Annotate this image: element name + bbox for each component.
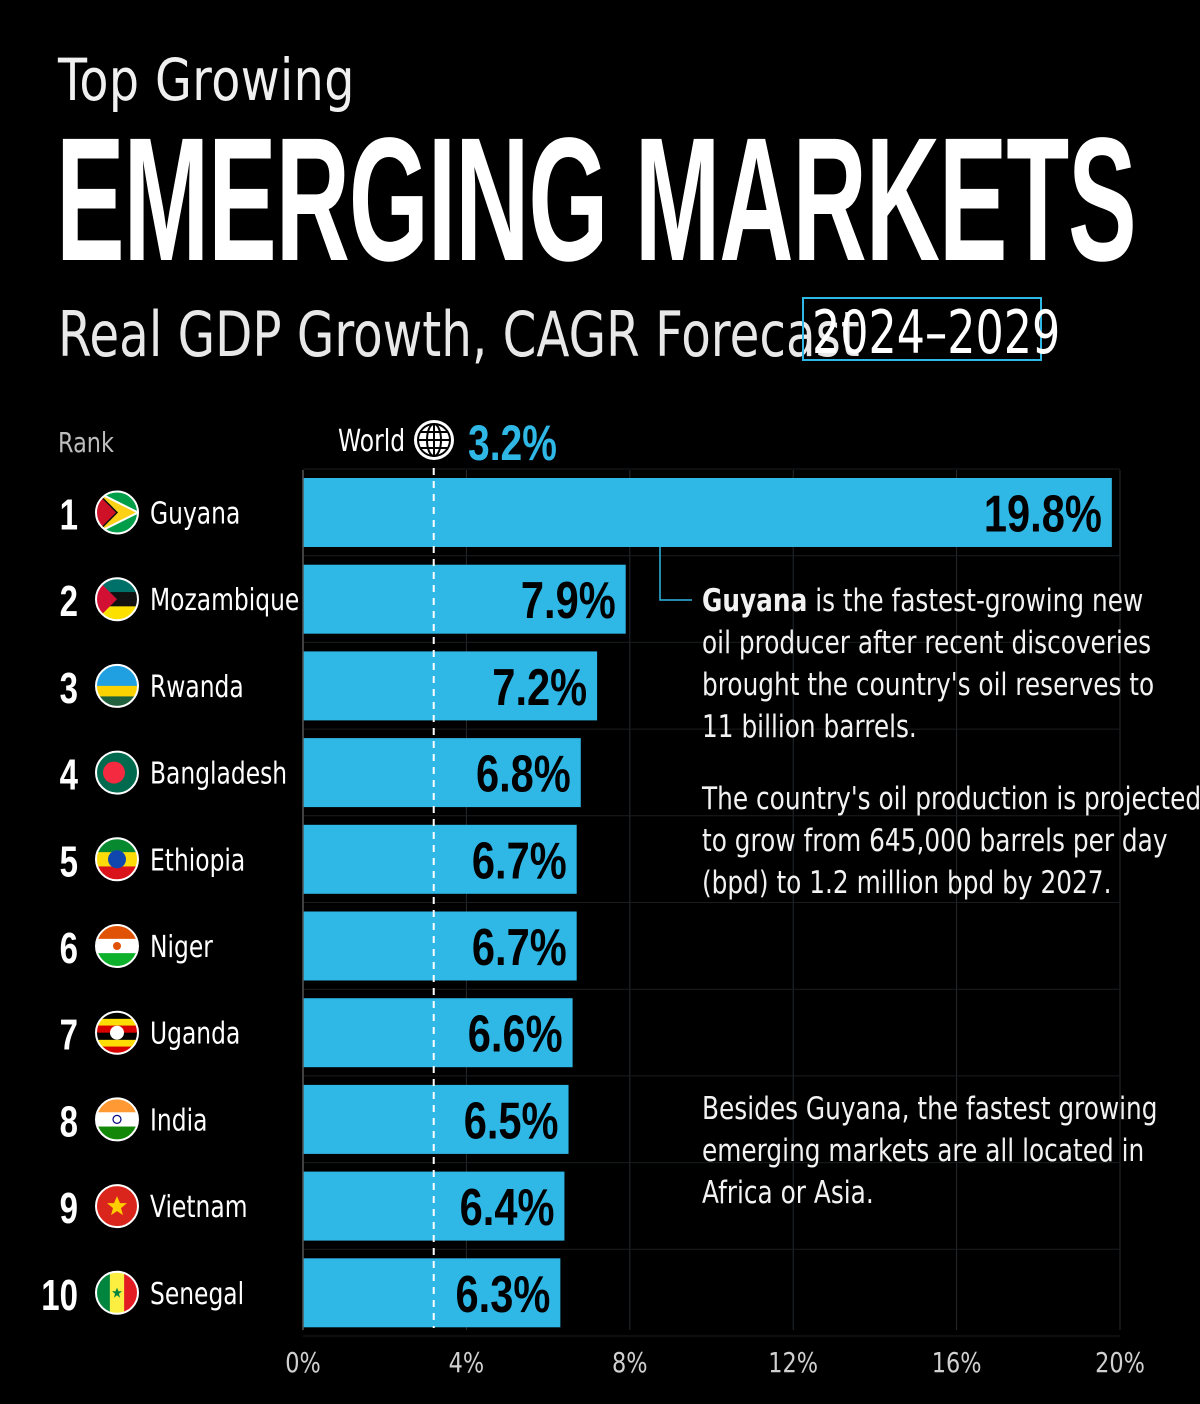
rank-number: 6: [60, 925, 78, 974]
note-text: (bpd) to 1.2 million bpd by 2027.: [702, 865, 1112, 901]
flag-border: [95, 577, 139, 622]
flag-border: [95, 663, 139, 708]
note-oil-production: The country's oil production is projecte…: [702, 778, 1200, 904]
note-bold: Guyana: [702, 583, 808, 619]
note-text: 11 billion barrels.: [702, 709, 917, 745]
country-label: Rwanda: [150, 670, 244, 705]
note-text: emerging markets are all located in: [702, 1133, 1145, 1169]
rank-number: 9: [60, 1185, 78, 1234]
x-tick-label: 0%: [285, 1345, 321, 1378]
country-label: India: [150, 1104, 207, 1139]
flag-border: [95, 924, 139, 968]
value-label: 7.9%: [521, 571, 616, 630]
year-box: [802, 297, 1042, 361]
value-label: 6.8%: [476, 744, 571, 803]
value-label: 19.8%: [984, 484, 1102, 543]
x-tick-label: 20%: [1095, 1345, 1145, 1378]
flag-border: [95, 1097, 139, 1142]
note-text: Besides Guyana, the fastest growing: [702, 1091, 1158, 1127]
flag-bangladesh-icon: [96, 751, 138, 794]
value-label: 6.7%: [472, 831, 567, 890]
country-label: Guyana: [150, 497, 240, 532]
rank-number: 8: [60, 1098, 78, 1147]
note-text: to grow from 645,000 barrels per day: [702, 823, 1168, 859]
country-label: Bangladesh: [150, 757, 287, 792]
country-label: Uganda: [150, 1017, 240, 1052]
rank-number: 4: [60, 751, 79, 800]
bar: [303, 1258, 561, 1328]
title-line-2: EMERGING MARKETS: [56, 102, 1137, 298]
value-label: 6.3%: [456, 1264, 551, 1323]
rank-number: 2: [60, 578, 78, 627]
rank-number: 7: [60, 1011, 78, 1060]
bar: [303, 651, 598, 721]
country-label: Vietnam: [150, 1190, 247, 1225]
country-label: Mozambique: [150, 583, 299, 618]
world-label: World: [338, 424, 406, 459]
note-text: Africa or Asia.: [702, 1175, 874, 1211]
flag-uganda-icon: [96, 1011, 138, 1054]
x-tick-label: 16%: [932, 1345, 982, 1378]
year-range: 2024–2029: [812, 298, 1061, 368]
note-text: The country's oil production is projecte…: [702, 781, 1200, 817]
bar: [303, 824, 577, 894]
rank-number: 10: [41, 1271, 78, 1320]
rank-header: Rank: [58, 426, 114, 459]
rank-number: 1: [60, 491, 78, 540]
note-guyana: Guyana is the fastest-growing new oil pr…: [702, 580, 1154, 748]
country-label: Senegal: [150, 1277, 244, 1312]
globe-icon: [414, 420, 454, 460]
value-label: 7.2%: [492, 657, 587, 716]
rank-number: 3: [60, 664, 78, 713]
value-label: 6.5%: [464, 1091, 559, 1150]
x-tick-label: 8%: [612, 1345, 648, 1378]
note-text: is the fastest-growing new: [807, 583, 1144, 619]
title-line-1: Top Growing: [58, 46, 355, 114]
bar: [303, 1084, 569, 1154]
value-label: 6.4%: [460, 1178, 555, 1237]
flag-border: [95, 1270, 139, 1315]
x-tick-label: 12%: [768, 1345, 818, 1378]
country-label: Ethiopia: [150, 844, 245, 879]
bar: [303, 564, 626, 634]
world-value: 3.2%: [468, 415, 557, 471]
note-text: oil producer after recent discoveries: [702, 625, 1152, 661]
flag-border: [95, 1010, 139, 1055]
bar: [303, 738, 581, 808]
x-tick-label: 4%: [449, 1345, 485, 1378]
note-africa-asia: Besides Guyana, the fastest growing emer…: [702, 1088, 1158, 1214]
country-label: Niger: [150, 930, 214, 965]
subtitle: Real GDP Growth, CAGR Forecast: [58, 298, 860, 371]
annotation-connector: [659, 547, 692, 601]
bar: [303, 911, 577, 981]
flag-rwanda-icon: [96, 664, 138, 707]
flag-vietnam-icon: [96, 1185, 138, 1228]
rank-number: 5: [60, 838, 78, 887]
value-label: 6.7%: [472, 918, 567, 977]
bar: [303, 998, 573, 1068]
flag-border: [95, 1184, 139, 1229]
flag-border: [95, 837, 139, 882]
note-text: brought the country's oil reserves to: [702, 667, 1155, 703]
bar: [303, 478, 1112, 547]
value-label: 6.6%: [468, 1004, 563, 1063]
flag-border: [95, 750, 139, 795]
flag-guyana-icon: [96, 491, 138, 534]
flag-border: [95, 490, 139, 535]
